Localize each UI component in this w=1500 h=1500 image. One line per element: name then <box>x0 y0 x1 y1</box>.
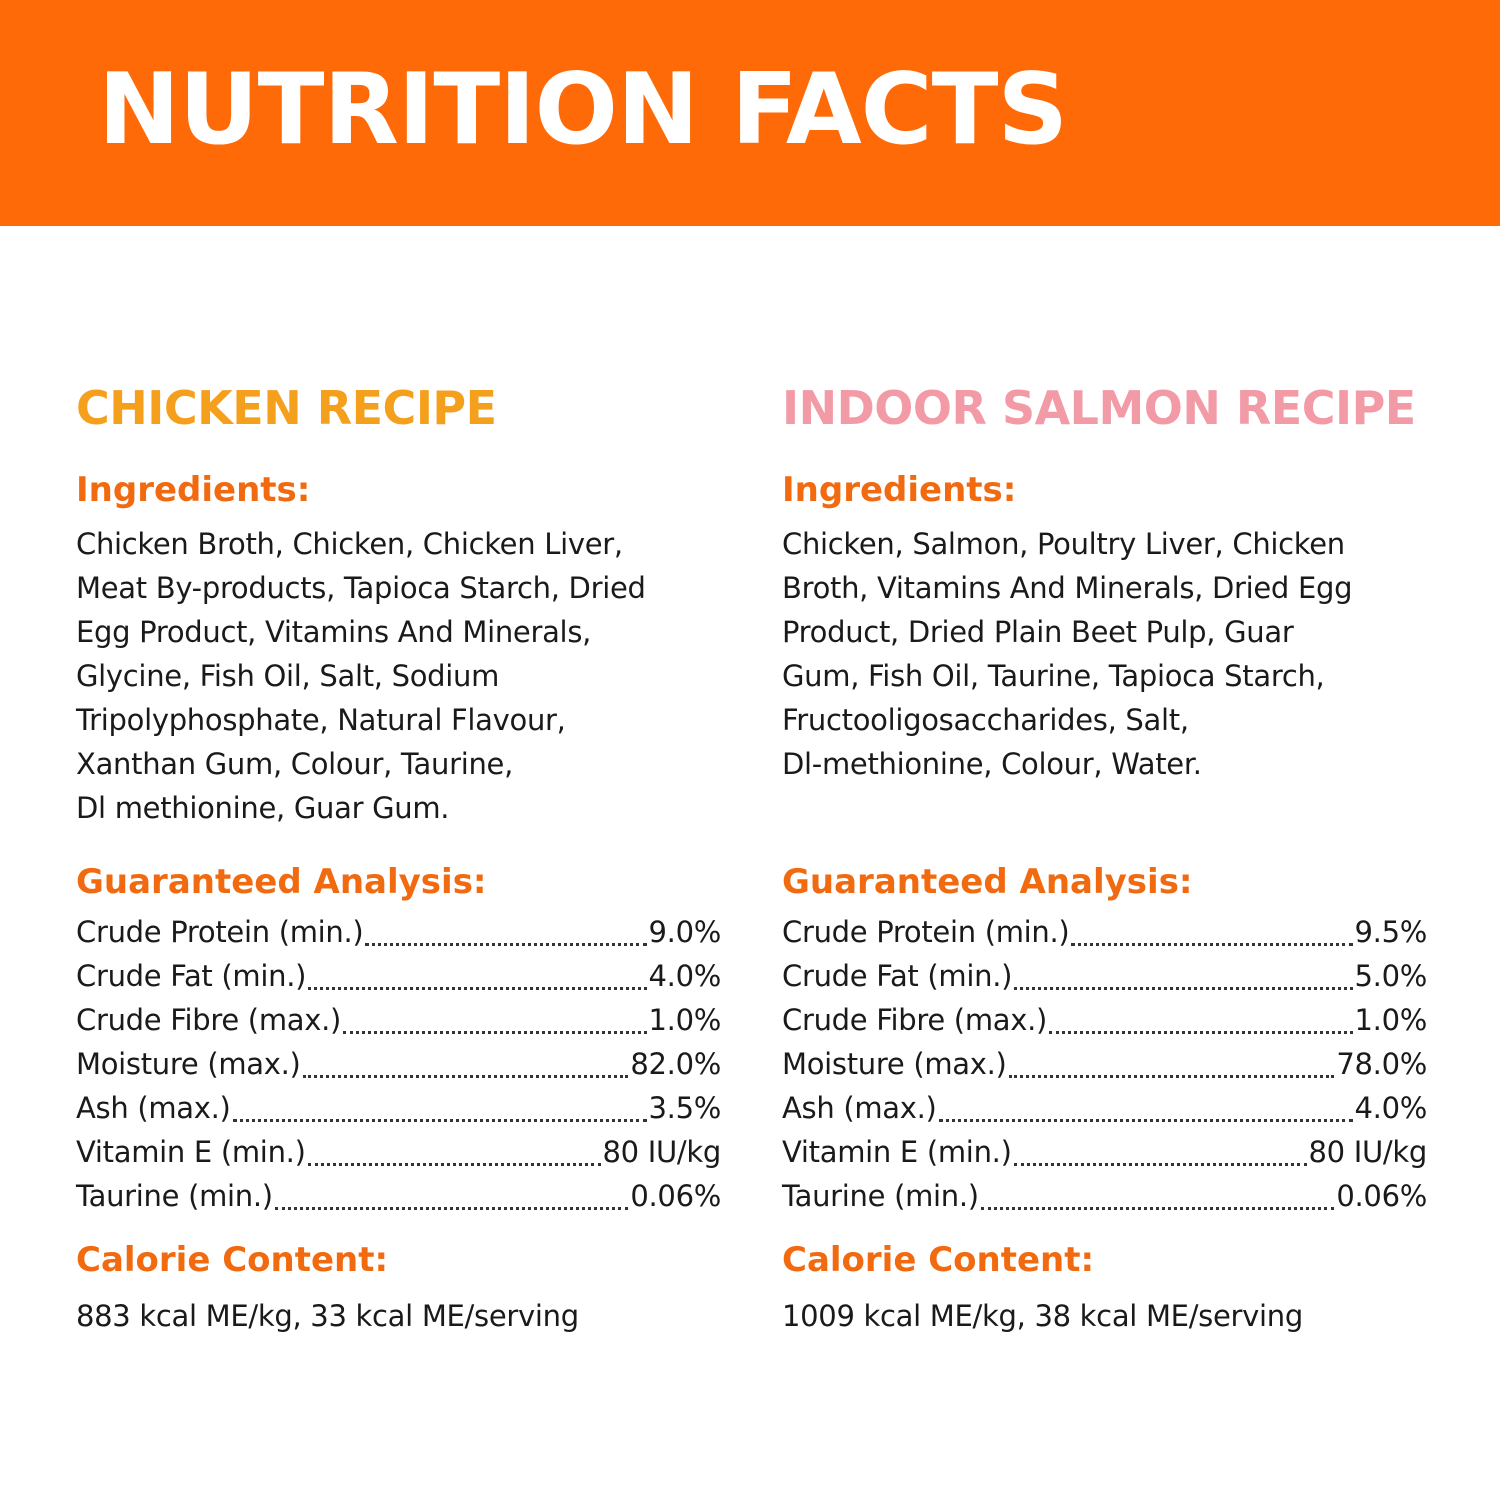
analysis-label: Crude Fibre (max.) <box>76 1003 342 1037</box>
analysis-row: Taurine (min.) 0.06% <box>782 1174 1427 1218</box>
salmon-recipe-column: INDOOR SALMON RECIPE Ingredients: Chicke… <box>782 380 1427 1333</box>
analysis-label: Taurine (min.) <box>76 1179 273 1213</box>
analysis-row: Crude Protein (min.) 9.5% <box>782 910 1427 954</box>
analysis-label: Vitamin E (min.) <box>76 1135 306 1169</box>
analysis-label: Ash (max.) <box>76 1091 231 1125</box>
analysis-value: 1.0% <box>648 1003 722 1037</box>
dot-leader <box>938 1119 1353 1122</box>
analysis-value: 0.06% <box>1336 1179 1427 1213</box>
analysis-value: 0.06% <box>630 1179 721 1213</box>
dot-leader <box>307 1163 601 1166</box>
analysis-row: Crude Fat (min.) 5.0% <box>782 954 1427 998</box>
analysis-label: Crude Protein (min.) <box>76 915 364 949</box>
recipe-title: CHICKEN RECIPE <box>76 381 497 435</box>
ingredients-line: Tripolyphosphate, Natural Flavour, <box>76 703 566 737</box>
dot-leader <box>1049 1031 1353 1034</box>
ingredients-line: Glycine, Fish Oil, Salt, Sodium <box>76 659 500 693</box>
dot-leader <box>343 1031 647 1034</box>
ingredients-line: Chicken Broth, Chicken, Chicken Liver, <box>76 527 623 561</box>
ingredients-line: Product, Dried Plain Beet Pulp, Guar <box>782 615 1294 649</box>
analysis-value: 4.0% <box>648 959 722 993</box>
analysis-label: Moisture (max.) <box>782 1047 1007 1081</box>
analysis-value: 4.0% <box>1354 1091 1428 1125</box>
analysis-value: 1.0% <box>1354 1003 1428 1037</box>
analysis-row: Taurine (min.) 0.06% <box>76 1174 721 1218</box>
analysis-row: Ash (max.) 3.5% <box>76 1086 721 1130</box>
guaranteed-analysis-table: Crude Protein (min.) 9.0% Crude Fat (min.… <box>76 910 721 1218</box>
analysis-row: Vitamin E (min.) 80 IU/kg <box>782 1130 1427 1174</box>
dot-leader <box>1008 1075 1335 1078</box>
analysis-row: Crude Fibre (max.) 1.0% <box>76 998 721 1042</box>
analysis-row: Vitamin E (min.) 80 IU/kg <box>76 1130 721 1174</box>
ingredients-line: Gum, Fish Oil, Taurine, Tapioca Starch, <box>782 659 1325 693</box>
dot-leader <box>308 987 647 990</box>
analysis-label: Vitamin E (min.) <box>782 1135 1012 1169</box>
analysis-row: Ash (max.) 4.0% <box>782 1086 1427 1130</box>
ingredients-line: Xanthan Gum, Colour, Taurine, <box>76 747 513 781</box>
ingredients-line: Broth, Vitamins And Minerals, Dried Egg <box>782 571 1353 605</box>
ingredients-line: Chicken, Salmon, Poultry Liver, Chicken <box>782 527 1345 561</box>
analysis-value: 80 IU/kg <box>1308 1135 1428 1169</box>
analysis-label: Ash (max.) <box>782 1091 937 1125</box>
analysis-value: 78.0% <box>1336 1047 1427 1081</box>
analysis-label: Crude Fat (min.) <box>76 959 307 993</box>
analysis-label: Moisture (max.) <box>76 1047 301 1081</box>
dot-leader <box>365 943 647 946</box>
guaranteed-analysis-heading: Guaranteed Analysis: <box>76 862 487 902</box>
calorie-content-heading: Calorie Content: <box>76 1240 389 1280</box>
analysis-value: 3.5% <box>648 1091 722 1125</box>
ingredients-list: Chicken, Salmon, Poultry Liver, Chicken … <box>782 522 1427 786</box>
dot-leader <box>1071 943 1353 946</box>
dot-leader <box>274 1207 629 1210</box>
header-banner: NUTRITION FACTS <box>0 0 1500 226</box>
ingredients-line: Meat By-products, Tapioca Starch, Dried <box>76 571 646 605</box>
analysis-row: Crude Fat (min.) 4.0% <box>76 954 721 998</box>
dot-leader <box>232 1119 647 1122</box>
dot-leader <box>302 1075 629 1078</box>
ingredients-heading: Ingredients: <box>76 470 311 510</box>
analysis-row: Crude Protein (min.) 9.0% <box>76 910 721 954</box>
analysis-value: 5.0% <box>1354 959 1428 993</box>
analysis-label: Crude Fat (min.) <box>782 959 1013 993</box>
calorie-content-heading: Calorie Content: <box>782 1240 1095 1280</box>
ingredients-list: Chicken Broth, Chicken, Chicken Liver, M… <box>76 522 721 830</box>
ingredients-heading: Ingredients: <box>782 470 1017 510</box>
ingredients-line: Fructooligosaccharides, Salt, <box>782 703 1189 737</box>
dot-leader <box>980 1207 1335 1210</box>
recipe-title: INDOOR SALMON RECIPE <box>782 381 1416 435</box>
dot-leader <box>1014 987 1353 990</box>
chicken-recipe-column: CHICKEN RECIPE Ingredients: Chicken Brot… <box>76 380 721 1333</box>
ingredients-line: Dl methionine, Guar Gum. <box>76 791 450 825</box>
calorie-content-text: 1009 kcal ME/kg, 38 kcal ME/serving <box>782 1299 1303 1333</box>
calorie-content-text: 883 kcal ME/kg, 33 kcal ME/serving <box>76 1299 579 1333</box>
guaranteed-analysis-table: Crude Protein (min.) 9.5% Crude Fat (min.… <box>782 910 1427 1218</box>
ingredients-line: Dl-methionine, Colour, Water. <box>782 747 1202 781</box>
guaranteed-analysis-heading: Guaranteed Analysis: <box>782 862 1193 902</box>
page-title: NUTRITION FACTS <box>98 53 1068 167</box>
analysis-row: Crude Fibre (max.) 1.0% <box>782 998 1427 1042</box>
analysis-value: 9.0% <box>648 915 722 949</box>
analysis-value: 80 IU/kg <box>602 1135 722 1169</box>
analysis-value: 9.5% <box>1354 915 1428 949</box>
dot-leader <box>1013 1163 1307 1166</box>
analysis-label: Crude Fibre (max.) <box>782 1003 1048 1037</box>
analysis-label: Crude Protein (min.) <box>782 915 1070 949</box>
analysis-label: Taurine (min.) <box>782 1179 979 1213</box>
analysis-row: Moisture (max.) 82.0% <box>76 1042 721 1086</box>
analysis-row: Moisture (max.) 78.0% <box>782 1042 1427 1086</box>
ingredients-line: Egg Product, Vitamins And Minerals, <box>76 615 592 649</box>
analysis-value: 82.0% <box>630 1047 721 1081</box>
